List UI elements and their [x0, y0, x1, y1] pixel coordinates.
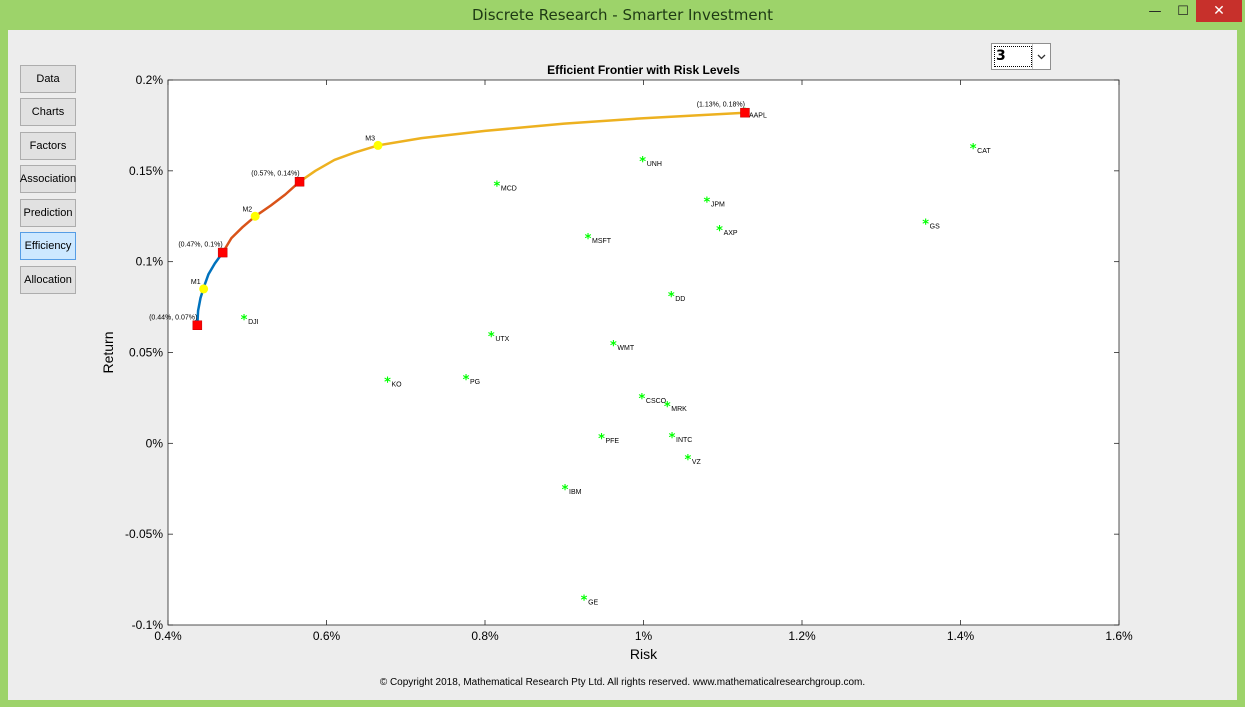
asset-label: GS [930, 224, 940, 231]
asset-point: * [493, 179, 500, 194]
asset-label: CAT [977, 148, 991, 155]
corner-marker [192, 320, 203, 330]
focus-ring [994, 46, 1032, 67]
mid-label: M3 [365, 135, 375, 142]
asset-point: * [716, 224, 723, 239]
minimize-button[interactable]: — [1148, 3, 1162, 19]
asset-point: * [562, 483, 569, 498]
corner-marker [217, 247, 228, 258]
y-tick-label: -0.1% [132, 618, 164, 632]
x-tick-label: 0.4% [154, 629, 182, 643]
risk-level-select[interactable]: 3 [991, 43, 1051, 70]
asset-label: VZ [692, 459, 702, 466]
asset-label: CSCO [646, 398, 667, 405]
asset-point: * [639, 392, 646, 407]
nav-prediction-button[interactable]: Prediction [20, 199, 76, 227]
nav-data-button[interactable]: Data [20, 65, 76, 93]
asset-label: UNH [647, 161, 662, 168]
mid-label: M2 [242, 206, 252, 213]
nav-factors-button[interactable]: Factors [20, 132, 76, 160]
asset-point: * [488, 330, 495, 345]
mid-marker [373, 140, 383, 150]
asset-label: JPM [711, 202, 725, 209]
asset-point: * [241, 313, 248, 328]
asset-point: * [581, 594, 588, 609]
x-tick-label: 1.6% [1105, 629, 1133, 643]
asset-label: INTC [676, 437, 692, 444]
asset-point: * [610, 339, 617, 354]
asset-point: * [598, 432, 605, 447]
window-title: Discrete Research - Smarter Investment [472, 6, 773, 24]
asset-point: * [970, 142, 977, 157]
asset-point: * [463, 373, 470, 388]
asset-point: * [703, 196, 710, 211]
asset-label: PG [470, 379, 480, 386]
asset-point: * [664, 400, 671, 415]
asset-label: AXP [724, 230, 738, 237]
nav-association-button[interactable]: Association [20, 165, 76, 193]
title-bar: Discrete Research - Smarter Investment —… [0, 0, 1245, 30]
chart-title: Efficient Frontier with Risk Levels [547, 63, 740, 77]
asset-point: * [669, 431, 676, 446]
asset-label: KO [392, 382, 403, 389]
asset-label: GE [588, 600, 598, 607]
copyright-text: © Copyright 2018, Mathematical Research … [379, 677, 866, 688]
corner-label: (0.47%, 0.1%) [178, 242, 222, 249]
risk-level-value: 3 [996, 48, 1006, 64]
asset-label: AAPL [749, 113, 767, 120]
x-axis-label: Risk [630, 646, 658, 662]
close-button[interactable]: ✕ [1196, 0, 1242, 22]
y-tick-label: -0.05% [125, 527, 163, 541]
corner-label: (0.44%, 0.07%) [149, 314, 197, 321]
x-tick-label: 1.4% [947, 629, 975, 643]
mid-marker [250, 211, 260, 221]
asset-point: * [384, 376, 391, 391]
asset-label: IBM [569, 489, 582, 496]
y-tick-label: 0% [146, 436, 164, 450]
y-tick-label: 0.05% [129, 346, 163, 360]
corner-marker [740, 107, 750, 118]
asset-label: DD [675, 296, 685, 303]
plot-area [167, 79, 1120, 626]
corner-label: (0.57%, 0.14%) [251, 171, 299, 178]
x-tick-label: 0.6% [313, 629, 341, 643]
asset-label: DJI [248, 319, 259, 326]
y-axis-label: Return [100, 331, 116, 373]
chevron-down-icon[interactable] [1032, 44, 1050, 69]
frontier-segment-3 [298, 111, 745, 183]
nav-efficiency-button[interactable]: Efficiency [20, 232, 76, 260]
corner-label: (1.13%, 0.18%) [697, 102, 745, 109]
asset-point: * [639, 155, 646, 170]
asset-point: * [684, 453, 691, 468]
asset-point: * [585, 232, 592, 247]
nav-charts-button[interactable]: Charts [20, 98, 76, 126]
asset-label: MSFT [592, 238, 612, 245]
efficient-frontier-chart: Efficient Frontier with Risk Levels Risk R… [100, 63, 1133, 662]
asset-label: MRK [671, 406, 687, 413]
asset-label: WMT [617, 345, 634, 352]
mid-marker [199, 284, 209, 294]
x-tick-label: 0.8% [471, 629, 499, 643]
x-tick-label: 1.2% [788, 629, 816, 643]
asset-point: * [668, 290, 675, 305]
maximize-button[interactable]: ☐ [1177, 3, 1189, 19]
asset-point: * [922, 218, 929, 233]
asset-label: PFE [605, 438, 619, 445]
asset-label: MCD [501, 185, 517, 192]
corner-marker [294, 176, 305, 187]
x-tick-label: 1% [635, 629, 653, 643]
y-tick-label: 0.2% [136, 73, 164, 87]
mid-label: M1 [191, 279, 201, 286]
y-tick-label: 0.15% [129, 164, 163, 178]
app-client-area: Data Charts Factors Association Predicti… [8, 30, 1237, 700]
nav-allocation-button[interactable]: Allocation [20, 266, 76, 294]
y-tick-label: 0.1% [136, 255, 164, 269]
asset-label: UTX [495, 336, 509, 343]
